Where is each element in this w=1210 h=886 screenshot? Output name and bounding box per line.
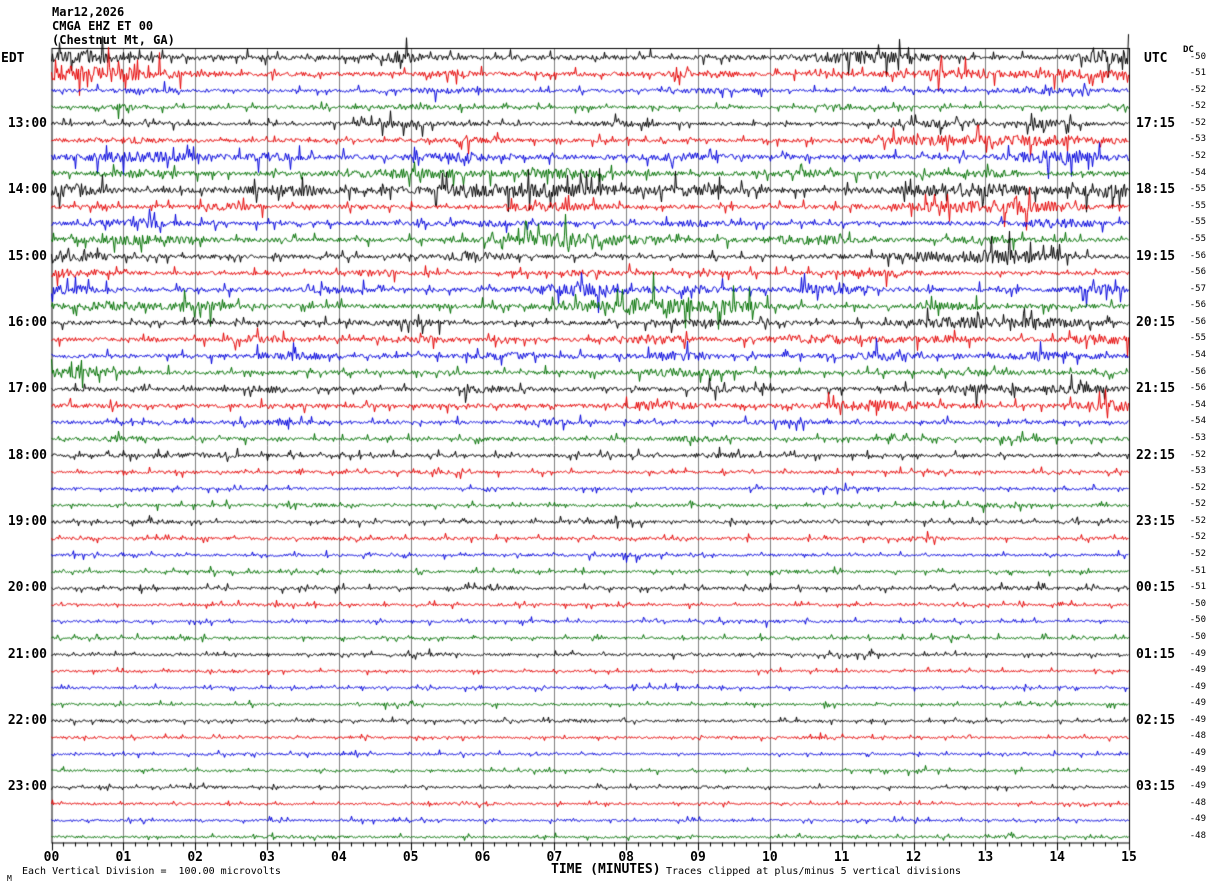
- x-tick-label: 09: [690, 850, 706, 865]
- left-timezone-label: EDT: [1, 51, 25, 66]
- dc-offset-value: -55: [1189, 333, 1206, 344]
- dc-offset-value: -56: [1189, 383, 1206, 394]
- dc-offset-value: -54: [1189, 399, 1206, 410]
- right-timezone-label: UTC: [1144, 51, 1168, 66]
- dc-offset-value: -48: [1189, 830, 1206, 841]
- dc-offset-value: -50: [1189, 615, 1206, 626]
- utc-hour-label: 01:15: [1136, 646, 1176, 662]
- edt-hour-label: 23:00: [7, 779, 47, 795]
- dc-offset-value: -52: [1189, 449, 1206, 460]
- x-tick-label: 07: [546, 850, 563, 865]
- dc-offset-value: -52: [1189, 151, 1206, 161]
- dc-offset-value: -52: [1189, 515, 1206, 526]
- dc-offset-value: -55: [1189, 217, 1206, 228]
- utc-hour-label: 18:15: [1136, 182, 1176, 198]
- dc-offset-value: -49: [1189, 714, 1206, 725]
- dc-offset-value: -49: [1189, 748, 1206, 759]
- plot-date: Mar12,2026: [52, 5, 125, 19]
- dc-offset-value: -52: [1189, 499, 1206, 510]
- x-tick-label: 03: [259, 850, 275, 865]
- dc-offset-value: -50: [1189, 631, 1206, 642]
- dc-offset-value: -54: [1189, 416, 1206, 427]
- utc-hour-label: 20:15: [1136, 314, 1176, 330]
- utc-hour-label: 22:15: [1136, 447, 1176, 463]
- dc-offset-value: -55: [1189, 233, 1206, 244]
- utc-hour-label: 03:15: [1136, 779, 1176, 795]
- dc-offset-value: -55: [1189, 184, 1206, 195]
- dc-offset-value: -51: [1189, 565, 1206, 576]
- dc-offset-value: -52: [1189, 101, 1206, 112]
- x-tick-label: 14: [1049, 850, 1065, 865]
- dc-offset-value: -52: [1189, 482, 1206, 493]
- dc-offset-value: -49: [1189, 698, 1206, 709]
- x-tick-label: 00: [43, 850, 60, 865]
- utc-hour-label: 00:15: [1136, 580, 1176, 596]
- dc-offset-value: -54: [1189, 167, 1206, 178]
- x-tick-label: 11: [833, 850, 850, 865]
- dc-offset-value: -56: [1189, 250, 1206, 261]
- x-tick-label: 12: [905, 850, 922, 865]
- dc-offset-value: -50: [1189, 598, 1206, 609]
- dc-offset-value: -49: [1189, 764, 1206, 775]
- dc-offset-value: -51: [1189, 68, 1206, 79]
- edt-hour-label: 19:00: [7, 513, 47, 529]
- x-tick-label: 13: [977, 850, 994, 865]
- edt-hour-label: 13:00: [7, 115, 47, 131]
- x-tick-label: 10: [762, 850, 778, 865]
- dc-offset-value: -52: [1189, 549, 1206, 560]
- clip-note: Traces clipped at plus/minus 5 vertical …: [666, 866, 962, 877]
- station-location: (Chestnut Mt, GA): [52, 33, 175, 47]
- edt-hour-label: 17:00: [7, 381, 47, 397]
- dc-offset-value: -48: [1189, 797, 1206, 808]
- utc-hour-label: 02:15: [1136, 712, 1176, 728]
- x-tick-label: 01: [115, 850, 132, 865]
- dc-offset-value: -53: [1189, 466, 1206, 477]
- dc-offset-value: -54: [1189, 350, 1206, 361]
- dc-offset-value: -56: [1189, 316, 1206, 327]
- dc-offset-value: -56: [1189, 366, 1206, 377]
- dc-offset-value: -50: [1189, 51, 1206, 62]
- x-tick-label: 04: [331, 850, 347, 865]
- utc-hour-label: 19:15: [1136, 248, 1176, 264]
- dc-offset-value: -56: [1189, 300, 1206, 311]
- vertical-division-scale-note: Each Vertical Division = 100.00 microvol…: [22, 866, 281, 877]
- utc-hour-label: 23:15: [1136, 513, 1176, 529]
- dc-offset-value: -52: [1189, 117, 1206, 128]
- x-tick-label: 15: [1121, 850, 1137, 865]
- dc-offset-value: -48: [1189, 731, 1206, 742]
- dc-offset-value: -49: [1189, 814, 1206, 825]
- edt-hour-label: 15:00: [7, 248, 47, 264]
- x-axis-title: TIME (MINUTES): [551, 862, 661, 877]
- edt-hour-label: 22:00: [7, 712, 47, 728]
- edt-hour-label: 20:00: [7, 580, 47, 596]
- footer-marker: M: [7, 874, 12, 883]
- dc-offset-value: -53: [1189, 432, 1206, 443]
- dc-offset-value: -49: [1189, 665, 1206, 676]
- edt-hour-label: 14:00: [7, 182, 47, 198]
- dc-column-header: DC: [1183, 45, 1194, 55]
- dc-offset-value: -49: [1189, 781, 1206, 792]
- edt-hour-label: 18:00: [7, 447, 47, 463]
- edt-hour-label: 16:00: [7, 314, 47, 330]
- dc-offset-value: -51: [1189, 582, 1206, 593]
- dc-offset-value: -52: [1189, 84, 1206, 95]
- utc-hour-label: 17:15: [1136, 115, 1176, 131]
- dc-offset-value: -53: [1189, 134, 1206, 145]
- x-tick-label: 08: [618, 850, 634, 865]
- dc-offset-value: -57: [1189, 283, 1206, 294]
- edt-hour-label: 21:00: [7, 646, 47, 662]
- dc-offset-value: -55: [1189, 200, 1206, 211]
- dc-offset-value: -49: [1189, 648, 1206, 659]
- utc-hour-label: 21:15: [1136, 381, 1176, 397]
- dc-offset-value: -49: [1189, 681, 1206, 692]
- dc-offset-value: -56: [1189, 267, 1206, 278]
- x-tick-label: 06: [474, 850, 491, 865]
- station-id: CMGA EHZ ET 00: [52, 19, 154, 33]
- x-tick-label: 02: [187, 850, 203, 865]
- dc-offset-value: -52: [1189, 532, 1206, 543]
- x-tick-label: 05: [402, 850, 419, 865]
